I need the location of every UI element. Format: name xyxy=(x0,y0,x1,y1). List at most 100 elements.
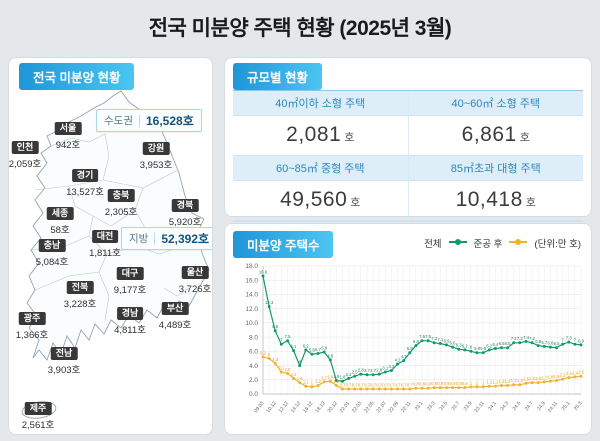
svg-text:6.9: 6.9 xyxy=(578,338,584,343)
svg-text:6.1: 6.1 xyxy=(291,344,297,349)
svg-text:14.0: 14.0 xyxy=(245,292,258,299)
map-panel-header: 전국 미분양 현황 xyxy=(19,63,135,90)
region-jeonnam: 전남 3,903호 xyxy=(47,346,81,376)
svg-text:0.8: 0.8 xyxy=(413,382,419,387)
region-chungbuk: 충북 2,305호 xyxy=(104,188,138,218)
svg-text:1: 1 xyxy=(470,380,473,385)
svg-text:7.5: 7.5 xyxy=(425,334,431,339)
size-value-under40: 2,081 호 xyxy=(233,116,409,156)
svg-text:1: 1 xyxy=(311,380,314,385)
region-ulsan: 울산 3,726호 xyxy=(178,265,212,295)
svg-text:7.5: 7.5 xyxy=(285,334,291,339)
size-value-60-85: 49,560 호 xyxy=(233,181,409,221)
unsold-housing-chart-panel: 미분양 주택수 전체 준공 후 (단위:만 호) 0.0 2.0 4.0 6.0 8.0… xyxy=(224,223,592,435)
svg-text:4.7: 4.7 xyxy=(401,354,407,359)
provinces-label: 지방 xyxy=(129,233,149,245)
svg-text:3.1: 3.1 xyxy=(382,365,388,370)
region-sejong: 세종 58호 xyxy=(46,203,74,236)
legend-label-total: 전체 xyxy=(424,239,442,250)
svg-text:7: 7 xyxy=(562,338,565,343)
svg-text:7.4: 7.4 xyxy=(523,335,529,340)
svg-text:6.5: 6.5 xyxy=(505,341,511,346)
svg-text:1.6: 1.6 xyxy=(297,376,303,381)
svg-text:1.3: 1.3 xyxy=(511,378,517,383)
size-value-40-60: 6,861 호 xyxy=(408,116,583,156)
region-incheon: 인천 2,059호 xyxy=(8,140,42,170)
svg-text:6.4: 6.4 xyxy=(492,342,498,347)
page-title: 전국 미분양 주택 현황 (2025년 3월) xyxy=(148,17,452,40)
chart-panel-header: 미분양 주택수 xyxy=(233,231,334,258)
svg-text:22.03: 22.03 xyxy=(351,400,364,414)
svg-text:4.0: 4.0 xyxy=(249,363,258,370)
svg-text:6.9: 6.9 xyxy=(444,338,450,343)
svg-text:5.8: 5.8 xyxy=(474,346,480,351)
svg-text:0.7: 0.7 xyxy=(376,382,382,387)
size-label-over85: 85㎡초과 대형 주택 xyxy=(408,156,583,181)
svg-text:0.8: 0.8 xyxy=(419,382,425,387)
svg-text:0.7: 0.7 xyxy=(364,382,370,387)
svg-text:1.9: 1.9 xyxy=(554,374,560,379)
svg-text:0.9: 0.9 xyxy=(437,381,443,386)
svg-text:2.5: 2.5 xyxy=(578,370,584,375)
svg-text:2.9: 2.9 xyxy=(285,367,291,372)
divider xyxy=(154,232,156,245)
region-jeju: 제주 2,561호 xyxy=(21,401,55,431)
svg-text:14.12: 14.12 xyxy=(290,400,303,414)
size-table-label-row: 40㎡이하 소형 주택 40~60㎡ 소형 주택 xyxy=(233,91,583,116)
size-label-under40: 40㎡이하 소형 주택 xyxy=(233,91,409,116)
legend-unit-note: (단위:만 호) xyxy=(534,239,581,250)
svg-text:7: 7 xyxy=(574,338,577,343)
svg-text:24.1: 24.1 xyxy=(487,400,498,412)
svg-text:16.0: 16.0 xyxy=(245,277,258,284)
svg-text:6.7: 6.7 xyxy=(541,340,547,345)
svg-text:5.2: 5.2 xyxy=(260,350,266,355)
svg-text:0.9: 0.9 xyxy=(450,381,456,386)
region-seoul: 서울 942호 xyxy=(54,121,82,151)
region-gyeongnam: 경남 4,811호 xyxy=(114,306,146,336)
svg-text:23.11: 23.11 xyxy=(474,400,486,413)
size-label-40-60: 40~60㎡ 소형 주택 xyxy=(408,91,583,116)
svg-text:2.0: 2.0 xyxy=(249,377,258,384)
size-table-value-row: 49,560 호 10,418 호 xyxy=(233,181,583,221)
svg-text:0.7: 0.7 xyxy=(401,382,407,387)
svg-text:24.11: 24.11 xyxy=(547,400,559,413)
region-daejeon: 대전 1,811호 xyxy=(89,229,121,259)
svg-text:5: 5 xyxy=(268,352,271,357)
region-daegu: 대구 9,177호 xyxy=(113,266,147,296)
svg-text:0.8: 0.8 xyxy=(425,382,431,387)
svg-text:0.9: 0.9 xyxy=(431,381,437,386)
svg-text:23.3: 23.3 xyxy=(426,400,437,412)
svg-text:1.2: 1.2 xyxy=(505,379,511,384)
line-chart: 0.0 2.0 4.0 6.0 8.0 10.0 12.0 14.0 16.0 18.0 09.03… xyxy=(245,263,584,414)
svg-text:24.9: 24.9 xyxy=(536,400,547,412)
svg-text:1.8: 1.8 xyxy=(547,375,553,380)
svg-text:6.8: 6.8 xyxy=(413,339,419,344)
size-status-panel: 규모별 현황 40㎡이하 소형 주택 40~60㎡ 소형 주택 2,081 호 6… xyxy=(224,57,592,222)
svg-text:6.2: 6.2 xyxy=(303,343,309,348)
svg-text:3.1: 3.1 xyxy=(278,365,284,370)
svg-text:1.9: 1.9 xyxy=(333,374,339,379)
svg-text:1.8: 1.8 xyxy=(327,375,333,380)
svg-text:2.8: 2.8 xyxy=(358,368,364,373)
svg-text:7.1: 7.1 xyxy=(437,337,443,342)
svg-text:6.2: 6.2 xyxy=(486,343,492,348)
svg-text:16.12: 16.12 xyxy=(302,400,315,414)
region-jeonbuk: 전북 3,228호 xyxy=(63,280,97,310)
svg-text:0.9: 0.9 xyxy=(444,381,450,386)
svg-text:1.1: 1.1 xyxy=(492,380,498,385)
capital-area-value: 16,528호 xyxy=(145,114,194,128)
region-gyeonggi: 경기 13,527호 xyxy=(66,168,104,198)
svg-text:4.8: 4.8 xyxy=(327,353,333,358)
svg-text:12.12: 12.12 xyxy=(278,400,291,414)
svg-text:0.7: 0.7 xyxy=(370,382,376,387)
region-gwangju: 광주 1,366호 xyxy=(15,311,49,341)
svg-text:0.7: 0.7 xyxy=(388,382,394,387)
svg-text:2.7: 2.7 xyxy=(370,368,376,373)
svg-text:8.9: 8.9 xyxy=(272,324,278,329)
svg-text:7.2: 7.2 xyxy=(529,336,535,341)
svg-text:24.7: 24.7 xyxy=(524,400,535,412)
svg-text:0.7: 0.7 xyxy=(407,382,413,387)
provinces-callout: 지방 52,392호 xyxy=(121,227,212,250)
svg-text:18.12: 18.12 xyxy=(314,400,327,414)
svg-text:22.01: 22.01 xyxy=(339,400,352,414)
